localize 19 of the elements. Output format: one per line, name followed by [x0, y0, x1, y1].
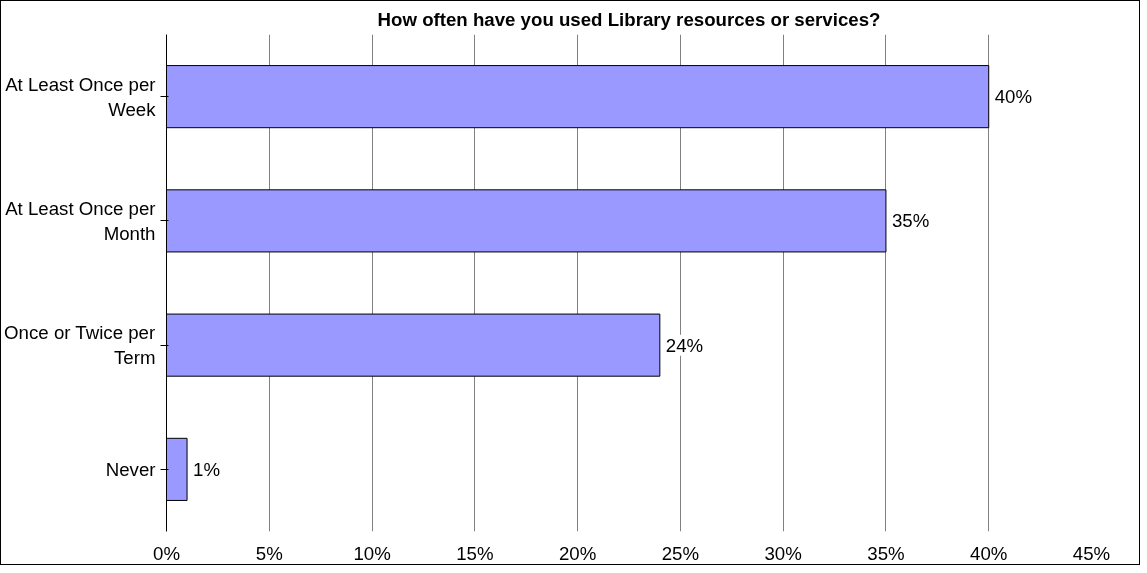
data-label: 35% — [891, 210, 930, 232]
x-tick-label: 20% — [558, 542, 597, 564]
y-tick-label: At Least Once per Week — [5, 73, 157, 120]
y-tick-label: Once or Twice per Term — [4, 322, 156, 369]
x-tick-label: 40% — [970, 542, 1008, 564]
x-tick-label: 35% — [867, 542, 905, 564]
x-tick-label: 0% — [153, 542, 180, 564]
y-tick-label: Never — [105, 458, 156, 480]
y-tick-label: At Least Once per Month — [5, 197, 156, 244]
data-label: 24% — [665, 334, 704, 356]
x-tick-label: 30% — [764, 542, 802, 564]
x-tick-label: 5% — [255, 542, 283, 564]
data-label: 1% — [193, 458, 221, 480]
x-tick-label: 10% — [353, 542, 391, 564]
x-tick-label: 45% — [1072, 542, 1111, 564]
x-tick-label: 25% — [661, 542, 700, 564]
data-label: 40% — [994, 86, 1033, 108]
x-tick-label: 15% — [456, 542, 494, 564]
chart-title: How often have you used Library resources or services? — [377, 8, 881, 30]
